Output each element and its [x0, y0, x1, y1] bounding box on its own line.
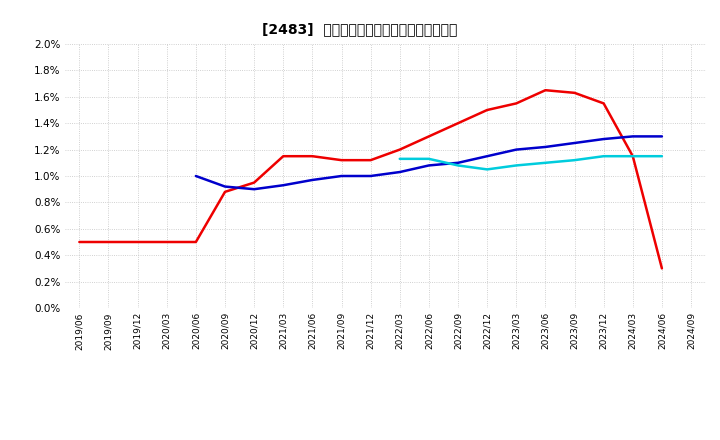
3年	[75, 239, 84, 245]
5年	[366, 173, 375, 179]
7年	[425, 156, 433, 161]
3年	[279, 154, 287, 159]
3年	[570, 90, 579, 95]
7年	[570, 158, 579, 163]
7年	[395, 156, 404, 161]
3年	[483, 107, 492, 113]
3年	[308, 154, 317, 159]
5年	[512, 147, 521, 152]
7年	[599, 154, 608, 159]
5年	[629, 134, 637, 139]
3年	[220, 189, 229, 194]
5年	[337, 173, 346, 179]
3年	[395, 147, 404, 152]
7年	[512, 163, 521, 168]
5年	[279, 183, 287, 188]
3年	[337, 158, 346, 163]
Text: [2483]  経常利益マージンの標準偏差の推移: [2483] 経常利益マージンの標準偏差の推移	[262, 22, 458, 36]
5年	[599, 136, 608, 142]
5年	[454, 160, 462, 165]
3年	[512, 101, 521, 106]
3年	[454, 121, 462, 126]
3年	[133, 239, 142, 245]
7年	[454, 163, 462, 168]
3年	[657, 266, 666, 271]
5年	[425, 163, 433, 168]
5年	[308, 177, 317, 183]
3年	[425, 134, 433, 139]
Line: 5年: 5年	[196, 136, 662, 189]
7年	[657, 154, 666, 159]
5年	[657, 134, 666, 139]
5年	[395, 169, 404, 175]
5年	[192, 173, 200, 179]
7年	[483, 167, 492, 172]
3年	[192, 239, 200, 245]
3年	[599, 101, 608, 106]
Line: 7年: 7年	[400, 156, 662, 169]
5年	[541, 144, 550, 150]
5年	[220, 184, 229, 189]
5年	[483, 154, 492, 159]
5年	[250, 187, 258, 192]
Line: 3年: 3年	[79, 90, 662, 268]
3年	[163, 239, 171, 245]
3年	[629, 154, 637, 159]
7年	[629, 154, 637, 159]
3年	[104, 239, 113, 245]
3年	[250, 180, 258, 185]
5年	[570, 140, 579, 146]
3年	[541, 88, 550, 93]
7年	[541, 160, 550, 165]
3年	[366, 158, 375, 163]
